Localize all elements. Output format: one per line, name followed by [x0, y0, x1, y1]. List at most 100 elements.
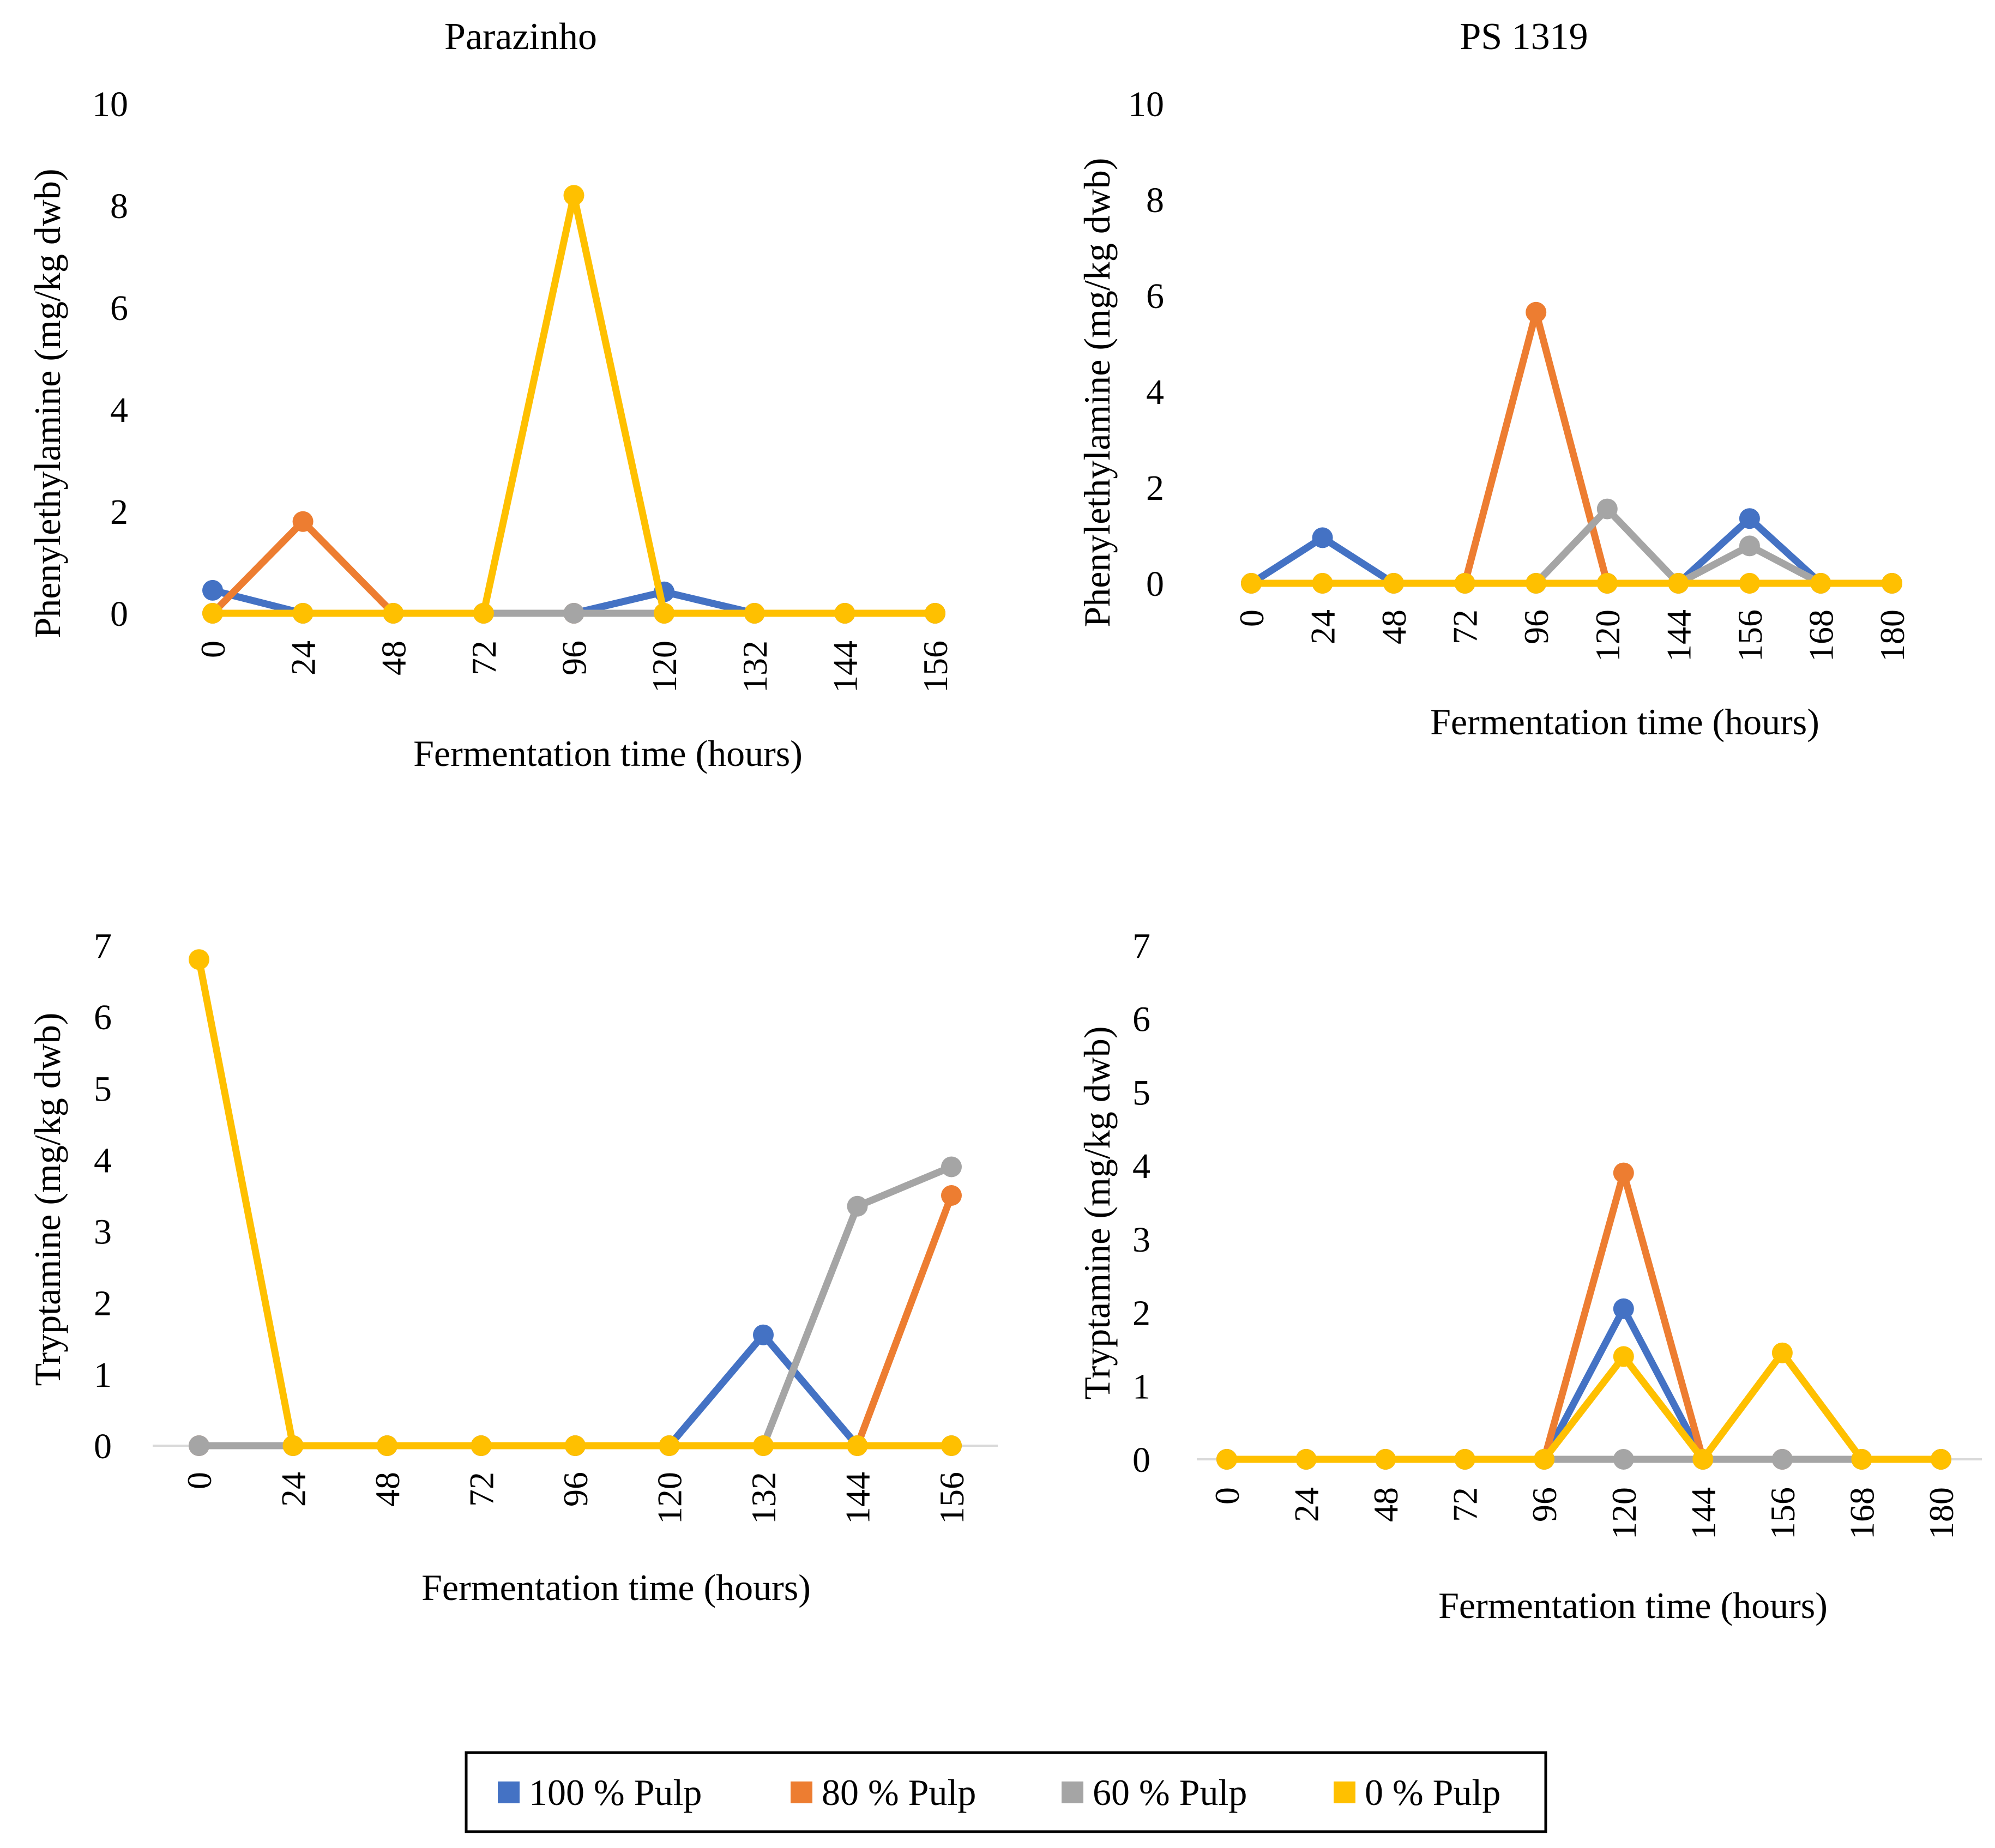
y-tick-label: 6 [94, 998, 112, 1037]
x-tick-label: 0 [1232, 609, 1271, 627]
series-line-100-pulp [1223, 1305, 1945, 1463]
y-tick-label: 6 [110, 288, 128, 328]
x-tick-label: 144 [825, 641, 864, 693]
data-point-0-pulp [1851, 1449, 1872, 1470]
x-tick-label: 24 [1287, 1487, 1326, 1522]
data-point-80-pulp [292, 511, 314, 532]
series-0-pulp [189, 949, 962, 1456]
y-tick-label: 0 [1146, 564, 1164, 604]
data-point-0-pulp [1882, 573, 1902, 594]
y-tick-label: 0 [94, 1427, 112, 1466]
data-point-60-pulp [1596, 498, 1618, 520]
data-point-100-pulp [1312, 527, 1333, 548]
data-point-0-pulp [377, 1435, 397, 1456]
y-tick-label: 3 [1132, 1220, 1150, 1260]
data-point-0-pulp [202, 603, 223, 624]
series-line-0-pulp [1223, 1349, 1945, 1463]
series-80-pulp [189, 1185, 962, 1456]
series-0-pulp [1241, 573, 1902, 594]
x-tick-label: 144 [1659, 609, 1698, 662]
data-point-0-pulp [471, 1435, 492, 1456]
x-tick-label: 24 [284, 641, 323, 675]
x-tick-label: 72 [1446, 1487, 1485, 1522]
x-tick-label: 156 [932, 1472, 971, 1524]
y-tick-label: 10 [92, 84, 128, 124]
y-tick-label: 1 [1132, 1367, 1150, 1406]
x-tick-label: 156 [1763, 1487, 1802, 1539]
data-point-0-pulp [1613, 1346, 1634, 1367]
legend: 100 % Pulp 80 % Pulp 60 % Pulp 0 % Pulp [465, 1751, 1547, 1833]
data-point-60-pulp [563, 603, 584, 624]
data-point-0-pulp [189, 949, 209, 970]
legend-frame [465, 1751, 1547, 1833]
y-tick-label: 7 [1132, 926, 1150, 966]
data-point-0-pulp [383, 603, 404, 624]
series-line-60-pulp [195, 1163, 955, 1450]
data-point-0-pulp [1931, 1449, 1951, 1470]
y-axis-title: Phenylethylamine (mg/kg dwb) [1076, 158, 1118, 627]
x-axis-title: Fermentation time (hours) [1438, 1585, 1828, 1626]
data-point-60-pulp [189, 1435, 209, 1456]
x-tick-label: 0 [180, 1472, 219, 1489]
legend-label-60-pulp: 60 % Pulp [1093, 1772, 1247, 1813]
data-point-0-pulp [847, 1435, 868, 1456]
x-tick-label: 0 [194, 641, 232, 658]
data-point-80-pulp [1526, 301, 1547, 323]
y-tick-label: 7 [94, 926, 112, 966]
x-tick-label: 96 [1517, 609, 1556, 644]
x-tick-label: 120 [1605, 1487, 1643, 1539]
series-line-60-pulp [1247, 505, 1896, 587]
legend-swatch-80-pulp [791, 1781, 812, 1803]
x-tick-label: 156 [916, 641, 955, 693]
x-tick-label: 120 [1588, 609, 1627, 662]
legend-label-100-pulp: 100 % Pulp [529, 1772, 702, 1813]
legend-swatch-60-pulp [1062, 1781, 1083, 1803]
x-tick-label: 24 [274, 1472, 313, 1507]
x-tick-label: 48 [1366, 1487, 1405, 1522]
data-point-80-pulp [941, 1185, 962, 1206]
data-point-0-pulp [1383, 573, 1405, 594]
chart-title: Parazinho [444, 16, 597, 58]
x-axis-title: Fermentation time (hours) [421, 1567, 811, 1608]
y-axis-title: Phenylethylamine (mg/kg dwb) [27, 168, 68, 638]
data-point-100-pulp [202, 579, 223, 601]
y-tick-label: 4 [110, 390, 128, 430]
data-point-0-pulp [1771, 1342, 1793, 1363]
data-point-60-pulp [1613, 1449, 1634, 1470]
data-point-60-pulp [847, 1195, 868, 1217]
chart-title: PS 1319 [1460, 16, 1588, 58]
chart-panel-3: 0 1 2 3 4 5 6 7 0 24 48 72 96 120 132 144 156 Fermentatio… [27, 926, 998, 1608]
x-tick-label: 96 [1525, 1487, 1564, 1522]
x-tick-label: 24 [1304, 609, 1342, 644]
series-line-80-pulp [195, 1192, 955, 1450]
legend-label-80-pulp: 80 % Pulp [822, 1772, 976, 1813]
data-point-0-pulp [282, 1435, 304, 1456]
data-point-0-pulp [659, 1435, 680, 1456]
data-point-0-pulp [941, 1435, 962, 1456]
x-tick-label: 48 [1375, 609, 1413, 644]
y-tick-label: 5 [1132, 1073, 1150, 1113]
y-tick-label: 4 [1132, 1146, 1150, 1186]
x-axis-title: Fermentation time (hours) [413, 733, 803, 774]
data-point-0-pulp [1810, 573, 1831, 594]
data-point-80-pulp [1613, 1162, 1634, 1183]
y-tick-label: 2 [110, 492, 128, 532]
data-point-0-pulp [654, 603, 675, 624]
y-tick-label: 3 [94, 1212, 112, 1252]
data-point-100-pulp [1739, 508, 1760, 529]
y-tick-label: 6 [1146, 276, 1164, 316]
y-tick-label: 5 [94, 1069, 112, 1109]
data-point-60-pulp [1771, 1449, 1793, 1470]
y-axis-title: Tryptamine (mg/kg dwb) [27, 1012, 68, 1386]
data-point-0-pulp [292, 603, 314, 624]
y-tick-label: 10 [1128, 84, 1164, 124]
series-line-0-pulp [195, 956, 955, 1450]
data-point-0-pulp [565, 1435, 586, 1456]
legend-label-0-pulp: 0 % Pulp [1365, 1772, 1500, 1813]
x-tick-label: 72 [462, 1472, 501, 1507]
legend-swatch-0-pulp [1334, 1781, 1355, 1803]
x-tick-label: 48 [368, 1472, 407, 1507]
y-tick-label: 4 [94, 1140, 112, 1180]
